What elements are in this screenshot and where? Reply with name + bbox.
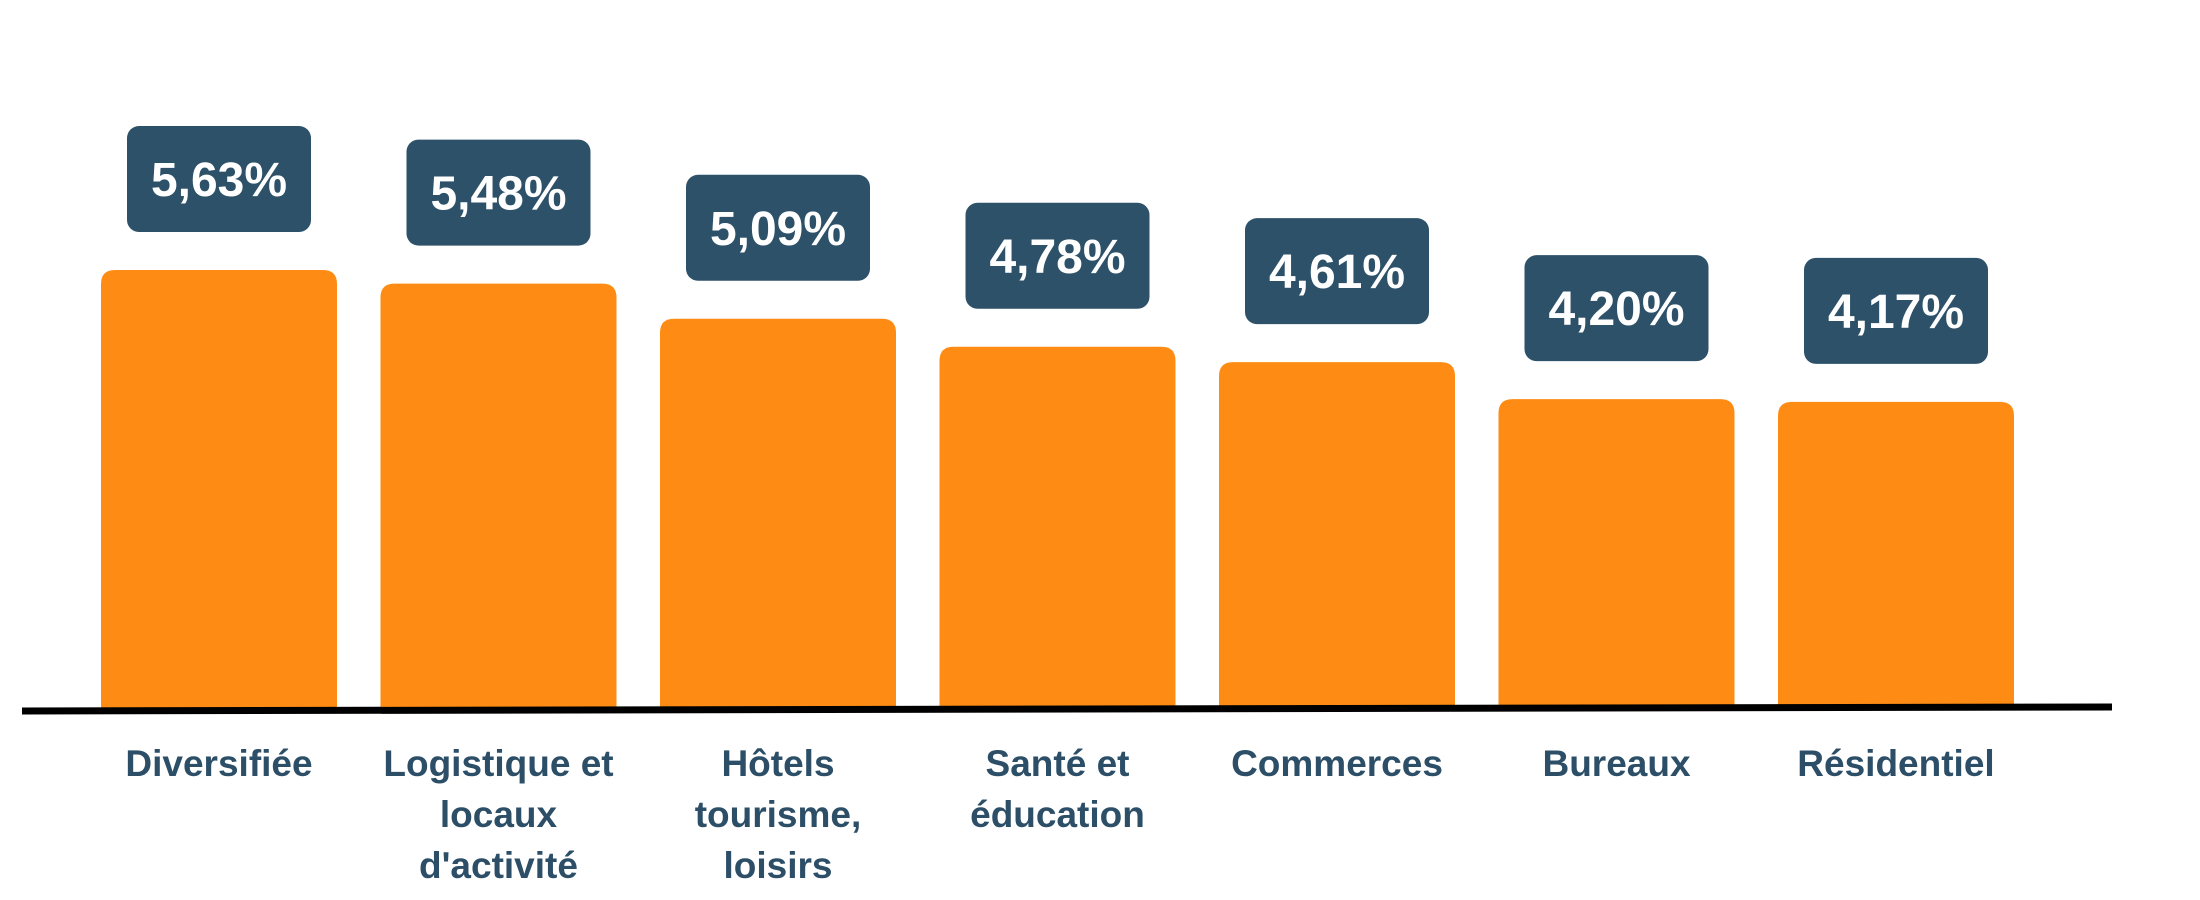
data-label-3: 4,78%: [989, 231, 1125, 284]
category-label-2: Hôtels tourisme, loisirs: [695, 743, 862, 886]
category-label-5: Bureaux: [1542, 743, 1690, 784]
data-label-box-5: [1524, 255, 1709, 362]
data-label-6: 4,17%: [1828, 286, 1964, 339]
data-label-box-4: [1245, 218, 1429, 325]
category-label-5-line-0: Bureaux: [1542, 743, 1690, 784]
category-label-1-line-1: locaux: [440, 794, 558, 835]
data-label-2: 5,09%: [710, 203, 846, 256]
category-label-4-line-0: Commerces: [1231, 743, 1443, 784]
category-label-1-line-2: d'activité: [419, 845, 578, 886]
category-label-3: Santé et éducation: [970, 743, 1145, 835]
bar-1: [380, 283, 617, 708]
bar-5: [1498, 399, 1735, 708]
category-label-6-line-0: Résidentiel: [1797, 743, 1994, 784]
category-label-2-line-0: Hôtels: [721, 743, 834, 784]
bars-layer: [101, 270, 2014, 708]
category-labels-layer: Diversifiée Logistique et locaux d'activité…: [125, 743, 1994, 886]
data-label-1: 5,48%: [430, 168, 566, 221]
bar-6: [1778, 401, 2014, 708]
data-label-box-1: [406, 139, 591, 246]
bar-2: [660, 318, 896, 708]
category-label-6: Résidentiel: [1797, 743, 1994, 784]
x-axis-line: [21, 703, 2113, 715]
bar-3: [939, 346, 1176, 708]
category-label-0-line-0: Diversifiée: [125, 743, 312, 784]
category-label-0: Diversifiée: [125, 743, 312, 784]
bar-0: [101, 270, 337, 708]
category-label-2-line-1: tourisme,: [695, 794, 862, 835]
category-label-1-line-0: Logistique et: [383, 743, 613, 784]
data-labels-layer: 5,63% 5,48% 5,09% 4,78% 4,61% 4,20% 4,17%: [127, 126, 1988, 364]
data-label-box-3: [965, 202, 1150, 309]
data-label-box-2: [686, 174, 870, 281]
category-label-1: Logistique et locaux d'activité: [383, 743, 613, 886]
category-label-4: Commerces: [1231, 743, 1443, 784]
category-label-3-line-0: Santé et: [986, 743, 1130, 784]
category-label-2-line-2: loisirs: [724, 845, 833, 886]
data-label-0: 5,63%: [151, 154, 287, 207]
data-label-box-6: [1804, 257, 1988, 364]
data-label-5: 4,20%: [1548, 283, 1684, 336]
bar-4: [1219, 362, 1455, 708]
category-label-3-line-1: éducation: [970, 794, 1145, 835]
data-label-4: 4,61%: [1269, 246, 1405, 299]
data-label-box-0: [127, 126, 311, 233]
